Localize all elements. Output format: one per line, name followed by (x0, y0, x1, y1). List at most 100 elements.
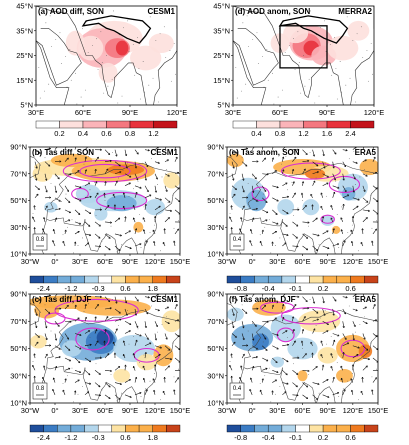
wind-arrow (64, 173, 72, 175)
wind-arrow (302, 382, 308, 388)
wind-arrow (84, 209, 92, 214)
colorbar-cell (84, 424, 99, 433)
y-tick-label: 70°N (10, 317, 27, 326)
plateau-outline (81, 15, 152, 44)
wind-arrow (124, 308, 128, 316)
colorbar-label: 0.6 (120, 284, 130, 293)
reference-vector-label: 0.8 (36, 386, 45, 392)
wind-arrow (44, 205, 48, 211)
wind-arrow (54, 345, 61, 350)
wind-arrow (104, 160, 112, 163)
wind-arrow (342, 352, 345, 359)
wind-arrow (34, 149, 41, 154)
y-tick-label: 25°N (16, 51, 33, 60)
field-patch (331, 225, 341, 234)
wind-arrow (114, 217, 121, 223)
wind-arrow (84, 221, 91, 227)
map-e (227, 147, 378, 254)
wind-arrow (320, 192, 323, 198)
wind-arrow (144, 185, 149, 193)
wind-arrow (292, 156, 297, 162)
wind-arrow (144, 308, 149, 315)
wind-arrow (124, 330, 131, 334)
wind-arrow (34, 353, 36, 359)
colorbar-label: 0.2 (54, 129, 64, 138)
y-tick-label: 45°N (16, 2, 33, 11)
reference-vector-label: 0.4 (233, 386, 242, 392)
wind-arrow (330, 366, 333, 371)
colorbar-cell (111, 424, 126, 433)
wind-arrow (302, 181, 304, 186)
wind-arrow (144, 149, 150, 151)
panel-e: (e) Tas anom, SON ERA5 90°N 70°N 50°N 30°N 10°… (207, 143, 388, 294)
coastline (280, 186, 378, 254)
wind-arrow (330, 217, 333, 223)
panel-model-label: ERA5 (355, 295, 377, 304)
wind-arrow (332, 308, 335, 316)
wind-arrow (322, 149, 325, 157)
x-tick-label: 120°E (145, 257, 166, 266)
wind-arrow (174, 357, 180, 363)
wind-arrow (94, 316, 97, 322)
wind-arrow (250, 377, 253, 383)
wind-arrow (251, 294, 255, 297)
wind-arrow (362, 185, 366, 192)
coastline (243, 365, 283, 375)
wind-arrow (114, 328, 118, 334)
wind-arrow (372, 319, 377, 322)
wind-arrow (154, 205, 161, 211)
x-tick-label: 30°W (218, 257, 237, 266)
wind-arrow (252, 197, 258, 202)
wind-arrow (34, 321, 37, 328)
wind-arrow (124, 230, 131, 235)
y-tick-label: 35°N (213, 26, 230, 35)
wind-arrow (154, 294, 159, 297)
wind-arrow (372, 228, 377, 235)
wind-arrow (350, 378, 354, 383)
wind-arrow (231, 149, 238, 154)
wind-arrow (174, 156, 178, 162)
coastline (36, 40, 70, 105)
wind-arrow (332, 333, 340, 337)
x-tick-label: 90°E (319, 406, 335, 415)
field-patch (75, 299, 151, 316)
wind-arrow (123, 205, 126, 210)
wind-arrow (114, 308, 121, 314)
wind-arrow (84, 391, 89, 396)
wind-arrow (104, 221, 112, 224)
wind-arrow (164, 217, 170, 223)
colorbar-c: -2.4 -1.2 -0.3 0.6 1.8 (29, 424, 181, 442)
wind-arrow (262, 320, 269, 323)
wind-arrow (124, 320, 132, 325)
wind-arrow (104, 370, 112, 372)
wind-arrow (252, 208, 258, 211)
wind-arrow (342, 389, 346, 395)
x-tick-label: 60°E (272, 108, 288, 117)
wind-arrow (64, 229, 67, 235)
wind-arrow (231, 296, 238, 301)
wind-arrow (372, 304, 376, 310)
wind-arrow (310, 341, 313, 346)
wind-arrow (144, 194, 152, 199)
panel-model-label: ERA5 (355, 148, 377, 157)
wind-arrow (94, 221, 101, 227)
wind-arrow (164, 197, 171, 203)
wind-arrow (312, 394, 318, 400)
wind-arrow (104, 233, 111, 239)
wind-arrow (124, 161, 128, 169)
x-tick-label: 90°E (122, 406, 138, 415)
wind-arrow (342, 308, 346, 315)
wind-arrow (342, 161, 346, 167)
wind-arrow (231, 161, 235, 169)
wind-arrow (74, 170, 80, 174)
wind-arrow (322, 230, 329, 235)
y-tick-label: 10°N (207, 250, 224, 259)
colorbar-cell (29, 424, 44, 433)
colorbar-cell (281, 424, 296, 433)
wind-arrow (302, 205, 307, 211)
field-patch (106, 195, 137, 212)
field-patch (298, 310, 341, 333)
wind-arrow (322, 182, 329, 187)
wind-arrow (231, 308, 235, 316)
wind-arrow (174, 294, 176, 297)
